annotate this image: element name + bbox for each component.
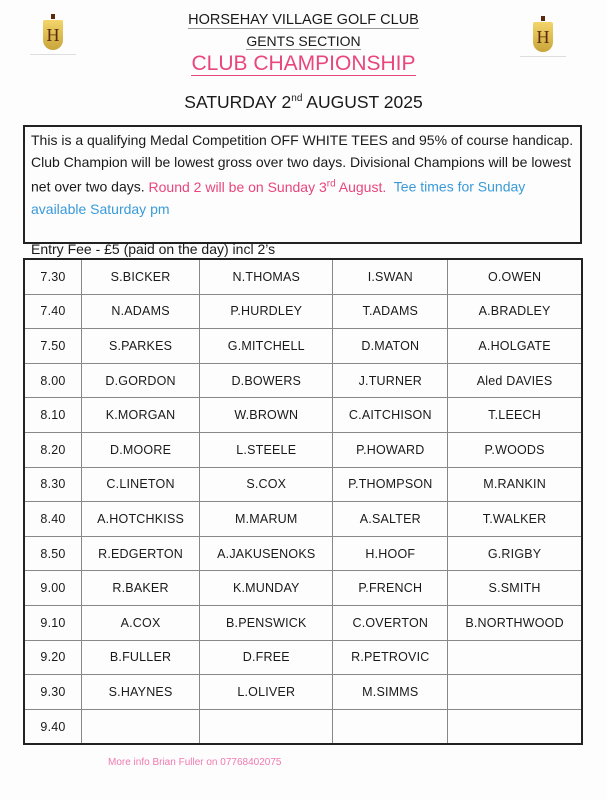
player-cell: P.HOWARD	[332, 431, 449, 468]
player-cell: O.OWEN	[447, 258, 583, 295]
player-cell	[80, 708, 201, 745]
tee-time: 9.20	[23, 639, 82, 676]
player-cell: M.SIMMS	[332, 674, 449, 710]
player-cell: H.HOOF	[332, 535, 449, 572]
tee-time-row: 9.40	[23, 708, 583, 745]
player-cell	[332, 708, 449, 745]
player-cell: A.HOLGATE	[447, 328, 583, 364]
player-cell: A.SALTER	[332, 501, 449, 537]
player-cell	[447, 639, 583, 676]
player-cell: T.ADAMS	[332, 293, 449, 330]
player-cell: D.FREE	[199, 639, 334, 676]
player-cell	[199, 708, 334, 745]
player-cell: I.SWAN	[332, 258, 449, 295]
tee-time: 8.10	[23, 397, 82, 433]
player-cell: K.MUNDAY	[199, 570, 334, 606]
tee-time-row: 8.20 D.MOORE L.STEELE P.HOWARD P.WOODS	[23, 431, 583, 468]
player-cell: T.LEECH	[447, 397, 583, 433]
tee-time-row: 8.40 A.HOTCHKISS M.MARUM A.SALTER T.WALKER	[23, 501, 583, 537]
section-name: GENTS SECTION	[246, 33, 361, 50]
player-cell: D.GORDON	[80, 362, 201, 399]
player-cell: C.LINETON	[80, 466, 201, 503]
player-cell: A.HOTCHKISS	[80, 501, 201, 537]
player-cell: S.HAYNES	[80, 674, 201, 710]
tee-time: 8.00	[23, 362, 82, 399]
player-cell: B.FULLER	[80, 639, 201, 676]
player-cell: W.BROWN	[199, 397, 334, 433]
player-cell	[447, 708, 583, 745]
player-cell: P.THOMPSON	[332, 466, 449, 503]
tee-time: 7.50	[23, 328, 82, 364]
club-logo-left: H	[30, 14, 76, 70]
tee-sheet-table: 7.30 S.BICKER N.THOMAS I.SWAN O.OWEN 7.40 N.AD…	[23, 258, 583, 746]
player-cell: M.RANKIN	[447, 466, 583, 503]
tee-time: 8.50	[23, 535, 82, 572]
player-cell: B.PENSWICK	[199, 604, 334, 641]
player-cell: S.PARKES	[80, 328, 201, 364]
club-name: HORSEHAY VILLAGE GOLF CLUB	[188, 12, 419, 29]
tee-time: 7.40	[23, 293, 82, 330]
player-cell: Aled DAVIES	[447, 362, 583, 399]
tee-time: 9.00	[23, 570, 82, 606]
player-cell: N.THOMAS	[199, 258, 334, 295]
player-cell: S.BICKER	[80, 258, 201, 295]
tee-time: 8.20	[23, 431, 82, 468]
tee-time: 8.30	[23, 466, 82, 503]
player-cell: S.SMITH	[447, 570, 583, 606]
player-cell: A.JAKUSENOKS	[199, 535, 334, 572]
tee-times-note: Tee times for Sunday available Saturday …	[31, 178, 526, 217]
tee-time-row: 9.00 R.BAKER K.MUNDAY P.FRENCH S.SMITH	[23, 570, 583, 606]
player-cell: R.EDGERTON	[80, 535, 201, 572]
event-date: SATURDAY 2nd AUGUST 2025	[184, 92, 423, 112]
tee-time-row: 8.00 D.GORDON D.BOWERS J.TURNER Aled DAVIES	[23, 362, 583, 399]
player-cell: M.MARUM	[199, 501, 334, 537]
round2-note: Round 2 will be on Sunday 3rd August.	[148, 178, 387, 195]
player-cell: G.MITCHELL	[199, 328, 334, 364]
tee-time-row: 7.40 N.ADAMS P.HURDLEY T.ADAMS A.BRADLEY	[23, 293, 583, 330]
player-cell: L.STEELE	[199, 431, 334, 468]
tee-time-row: 9.30 S.HAYNES L.OLIVER M.SIMMS	[23, 674, 583, 710]
club-logo-right: H	[520, 16, 566, 72]
player-cell: K.MORGAN	[80, 397, 201, 433]
tee-time-row: 9.20 B.FULLER D.FREE R.PETROVIC	[23, 639, 583, 676]
event-title: CLUB CHAMPIONSHIP	[191, 52, 416, 76]
tee-time: 9.40	[23, 708, 82, 745]
player-cell: P.HURDLEY	[199, 293, 334, 330]
player-cell: C.AITCHISON	[332, 397, 449, 433]
player-cell: C.OVERTON	[332, 604, 449, 641]
tee-time: 9.30	[23, 674, 82, 710]
tee-time-row: 8.30 C.LINETON S.COX P.THOMPSON M.RANKIN	[23, 466, 583, 503]
entry-fee: Entry Fee - £5 (paid on the day) incl 2’…	[31, 240, 276, 257]
player-cell: N.ADAMS	[80, 293, 201, 330]
tee-time-row: 7.30 S.BICKER N.THOMAS I.SWAN O.OWEN	[23, 258, 583, 295]
player-cell: B.NORTHWOOD	[447, 604, 583, 641]
tee-time: 9.10	[23, 604, 82, 641]
player-cell	[447, 674, 583, 710]
player-cell: P.FRENCH	[332, 570, 449, 606]
tee-time-row: 9.10 A.COX B.PENSWICK C.OVERTON B.NORTHWOOD	[23, 604, 583, 641]
player-cell: L.OLIVER	[199, 674, 334, 710]
player-cell: S.COX	[199, 466, 334, 503]
contact-footer: More info Brian Fuller on 07768402075	[108, 757, 282, 768]
tee-time: 7.30	[23, 258, 82, 295]
player-cell: A.BRADLEY	[447, 293, 583, 330]
competition-info-box: This is a qualifying Medal Competition O…	[23, 125, 582, 257]
info-text: This is a qualifying Medal Competition O…	[31, 132, 574, 195]
player-cell: A.COX	[80, 604, 201, 641]
player-cell: R.PETROVIC	[332, 639, 449, 676]
player-cell: R.BAKER	[80, 570, 201, 606]
player-cell: D.BOWERS	[199, 362, 334, 399]
player-cell: T.WALKER	[447, 501, 583, 537]
player-cell: D.MATON	[332, 328, 449, 364]
tee-time-row: 8.50 R.EDGERTON A.JAKUSENOKS H.HOOF G.RIGBY	[23, 535, 583, 572]
player-cell: D.MOORE	[80, 431, 201, 468]
player-cell: P.WOODS	[447, 431, 583, 468]
tee-time: 8.40	[23, 501, 82, 537]
tee-time-row: 8.10 K.MORGAN W.BROWN C.AITCHISON T.LEECH	[23, 397, 583, 433]
player-cell: G.RIGBY	[447, 535, 583, 572]
tee-time-row: 7.50 S.PARKES G.MITCHELL D.MATON A.HOLGATE	[23, 328, 583, 364]
player-cell: J.TURNER	[332, 362, 449, 399]
